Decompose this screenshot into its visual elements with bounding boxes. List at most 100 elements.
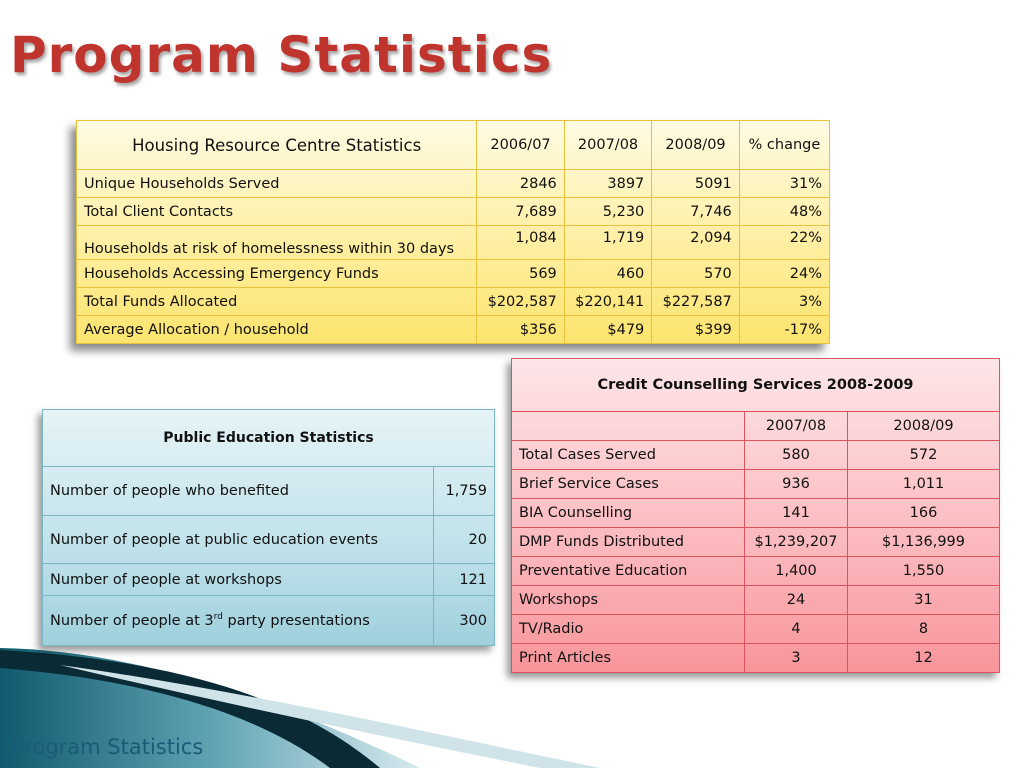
table-row: Total Cases Served 580 572 [511,440,1000,470]
table-row: Brief Service Cases 936 1,011 [511,469,1000,499]
cell-value: 5091 [651,169,740,198]
cell-value: 48% [738,197,831,226]
housing-col-header: 2006/07 [476,120,565,170]
cell-value: $202,587 [476,287,565,316]
cell-value: 121 [433,563,495,596]
row-label: Workshops [511,585,745,615]
row-label: BIA Counselling [511,498,745,528]
cell-value: 7,746 [651,197,740,226]
row-label: Preventative Education [511,556,745,586]
cell-value: $479 [563,315,653,344]
table-row: Households Accessing Emergency Funds 569… [75,259,831,288]
cell-value: 7,689 [476,197,565,226]
cell-value: 8 [847,614,1000,644]
table-row: Total Funds Allocated $202,587 $220,141 … [75,287,831,316]
cell-value: 569 [476,259,565,288]
cell-value: 2,094 [651,225,740,260]
row-label: Print Articles [511,643,745,673]
housing-table-title: Housing Resource Centre Statistics [75,120,478,170]
table-row: Number of people at workshops 121 [42,563,495,596]
cell-value: 5,230 [563,197,653,226]
table-row: Unique Households Served 2846 3897 5091 … [75,169,831,198]
table-row: TV/Radio 4 8 [511,614,1000,644]
table-row: Number of people at public education eve… [42,515,495,564]
row-label: Number of people who benefited [42,466,434,516]
cell-value: $227,587 [651,287,740,316]
cell-value: 1,400 [744,556,848,586]
table-row: Households at risk of homelessness withi… [75,225,831,260]
cell-value: 3 [744,643,848,673]
cell-value: $220,141 [563,287,653,316]
row-label: Number of people at workshops [42,563,434,596]
cell-value: 300 [433,595,495,646]
row-label: DMP Funds Distributed [511,527,745,557]
public-education-table: Public Education Statistics Number of pe… [42,409,495,646]
cell-value: 141 [744,498,848,528]
row-label: TV/Radio [511,614,745,644]
housing-col-header: 2008/09 [651,120,740,170]
housing-header-row: Housing Resource Centre Statistics 2006/… [75,120,831,170]
cell-value: $399 [651,315,740,344]
row-label: Number of people at 3rd party presentati… [42,595,434,646]
row-label: Total Client Contacts [75,197,478,226]
row-label: Brief Service Cases [511,469,745,499]
cell-value: 31% [738,169,831,198]
table-row: Number of people who benefited 1,759 [42,466,495,516]
cell-value: 4 [744,614,848,644]
cell-value: 31 [847,585,1000,615]
table-row: Number of people at 3rd party presentati… [42,595,495,646]
cell-value: 22% [738,225,831,260]
credit-table-title: Credit Counselling Services 2008-2009 [511,358,1000,412]
credit-column-header-row: 2007/08 2008/09 [511,411,1000,441]
cell-value: $1,136,999 [847,527,1000,557]
cell-value: 580 [744,440,848,470]
credit-col-header: 2008/09 [847,411,1000,441]
cell-value: $1,239,207 [744,527,848,557]
cell-value: 12 [847,643,1000,673]
footer-title: Program Statistics [12,735,204,759]
row-label: Average Allocation / household [75,315,478,344]
cell-value: 1,550 [847,556,1000,586]
row-label: Unique Households Served [75,169,478,198]
cell-value: 24 [744,585,848,615]
table-row: BIA Counselling 141 166 [511,498,1000,528]
cell-value: 1,011 [847,469,1000,499]
public-education-title: Public Education Statistics [42,409,495,467]
cell-value: 1,084 [476,225,565,260]
cell-value: 24% [738,259,831,288]
row-label: Households at risk of homelessness withi… [75,225,478,260]
cell-value: 3897 [563,169,653,198]
row-label: Total Cases Served [511,440,745,470]
public-education-header-row: Public Education Statistics [42,409,495,467]
cell-value: 166 [847,498,1000,528]
credit-counselling-table: Credit Counselling Services 2008-2009 20… [511,358,1000,673]
credit-col-header: 2007/08 [744,411,848,441]
table-row: DMP Funds Distributed $1,239,207 $1,136,… [511,527,1000,557]
cell-value: 1,719 [563,225,653,260]
cell-value: -17% [738,315,831,344]
table-row: Print Articles 3 12 [511,643,1000,673]
cell-value: 572 [847,440,1000,470]
row-label: Total Funds Allocated [75,287,478,316]
credit-header-row: Credit Counselling Services 2008-2009 [511,358,1000,412]
cell-value: 1,759 [433,466,495,516]
row-label: Number of people at public education eve… [42,515,434,564]
cell-value: 460 [563,259,653,288]
housing-col-header: 2007/08 [563,120,653,170]
cell-value: 2846 [476,169,565,198]
table-row: Workshops 24 31 [511,585,1000,615]
cell-value: 936 [744,469,848,499]
slide-title: Program Statistics [10,26,553,84]
cell-value: 570 [651,259,740,288]
cell-value: 20 [433,515,495,564]
empty-header-cell [511,411,745,441]
cell-value: $356 [476,315,565,344]
table-row: Total Client Contacts 7,689 5,230 7,746 … [75,197,831,226]
cell-value: 3% [738,287,831,316]
row-label-superscript: rd [213,612,223,623]
table-row: Preventative Education 1,400 1,550 [511,556,1000,586]
housing-stats-table: Housing Resource Centre Statistics 2006/… [75,120,831,344]
table-row: Average Allocation / household $356 $479… [75,315,831,344]
housing-col-header: % change [738,120,831,170]
